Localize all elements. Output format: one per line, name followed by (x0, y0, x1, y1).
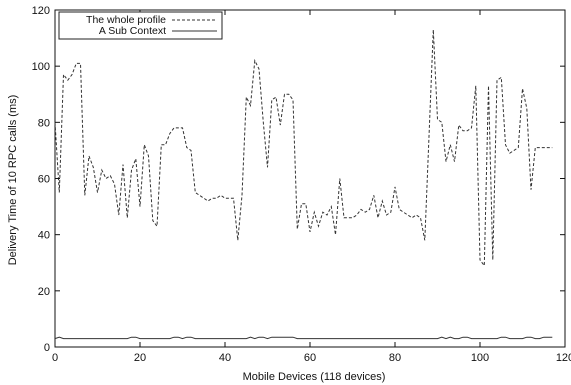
y-tick-label: 20 (38, 286, 50, 298)
plot-frame (54, 9, 566, 348)
x-tick-label: 120 (556, 352, 571, 364)
y-tick-label: 80 (38, 117, 50, 129)
plot-area (54, 9, 566, 348)
x-tick-label: 100 (471, 352, 489, 364)
y-tick-label: 0 (44, 342, 50, 354)
y-axis-label: Delivery Time of 10 RPC calls (ms) (7, 95, 19, 266)
y-tick-label: 40 (38, 230, 50, 242)
x-axis-label: Mobile Devices (118 devices) (243, 371, 386, 383)
series-line-whole-profile (54, 29, 553, 268)
x-tick-label: 20 (134, 352, 146, 364)
y-tick-label: 100 (32, 61, 50, 73)
legend-label-sub-context: A Sub Context (99, 25, 166, 37)
x-tick-label: 60 (304, 352, 316, 364)
legend: The whole profile A Sub Context (58, 11, 223, 40)
x-tick-label: 0 (52, 352, 58, 364)
legend-label-whole-profile: The whole profile (86, 14, 166, 26)
y-tick-label: 60 (38, 174, 50, 186)
axis-ticks: 0 20 40 60 80 100 120 0 20 40 60 80 100 120 (32, 5, 571, 364)
legend-box (58, 11, 223, 40)
y-tick-label: 120 (32, 5, 50, 17)
x-tick-label: 40 (219, 352, 231, 364)
x-tick-label: 80 (389, 352, 401, 364)
series-line-sub-context (54, 336, 553, 340)
